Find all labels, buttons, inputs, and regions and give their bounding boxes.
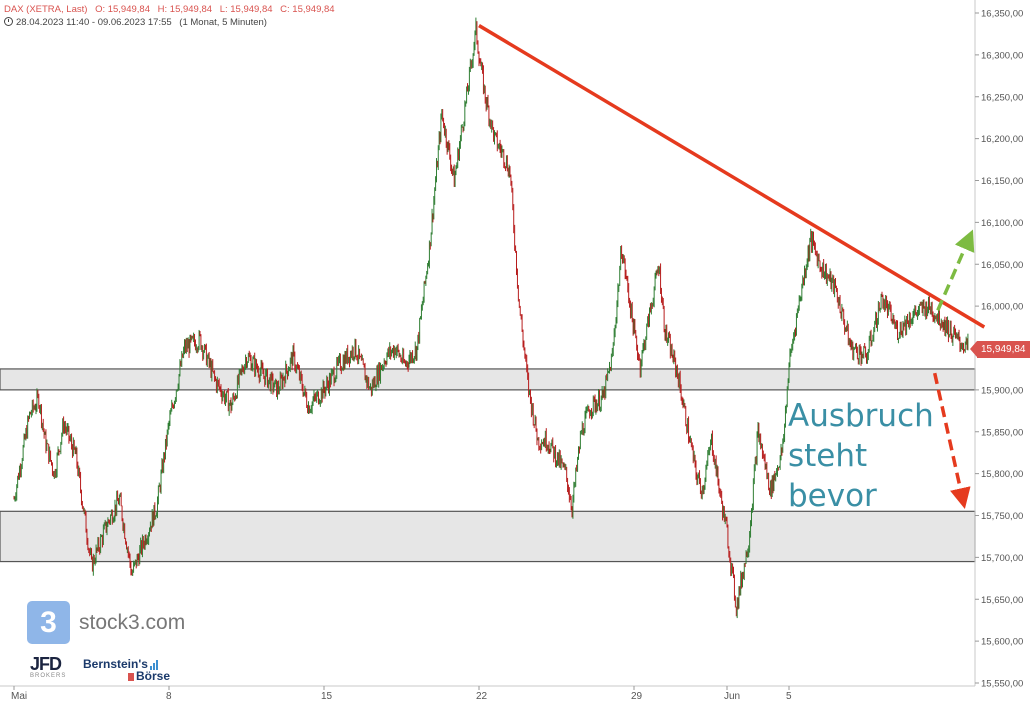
watermark-text: stock3.com <box>79 610 186 634</box>
bars-icon <box>149 658 159 670</box>
y-tick-label: 16,000,00 <box>981 302 1023 313</box>
stock3-watermark: 3 stock3.com <box>27 601 185 644</box>
stock3-logo-icon: 3 <box>27 601 70 644</box>
y-tick-label: 16,050,00 <box>981 260 1023 271</box>
zone-0 <box>0 368 976 391</box>
x-tick-label: Jun <box>724 691 740 702</box>
y-tick-label: 16,150,00 <box>981 176 1023 187</box>
clock-icon <box>4 17 13 26</box>
x-tick-label: Mai <box>11 691 27 702</box>
y-tick-label: 16,300,00 <box>981 50 1023 61</box>
resistance-trendline <box>478 24 986 329</box>
jfd-logo-text: JFD <box>30 654 62 674</box>
y-tick-label: 16,250,00 <box>981 92 1023 103</box>
y-tick-label: 15,800,00 <box>981 469 1023 480</box>
y-tick-label: 15,850,00 <box>981 427 1023 438</box>
x-tick-label: 5 <box>786 691 792 702</box>
x-tick-label: 22 <box>476 691 488 702</box>
y-tick-label: 15,600,00 <box>981 637 1023 648</box>
chart-range: 28.04.2023 11:40 - 09.06.2023 17:55 (1 M… <box>4 17 272 28</box>
annotation-text: Ausbruch steht bevor <box>788 396 934 516</box>
y-tick-label: 15,700,00 <box>981 553 1023 564</box>
x-tick-label: 29 <box>631 691 643 702</box>
low-value: L: 15,949,84 <box>219 4 273 15</box>
bernsteins-boerse-logo: Bernstein's Börse <box>83 658 170 682</box>
bearish-arrow <box>932 372 971 510</box>
date-range: 28.04.2023 11:40 - 09.06.2023 17:55 <box>16 17 172 28</box>
jfd-logo: JFD BROKERS <box>30 655 66 679</box>
y-tick-label: 15,750,00 <box>981 511 1023 522</box>
y-tick-label: 16,350,00 <box>981 9 1023 20</box>
y-tick-label: 15,900,00 <box>981 385 1023 396</box>
y-tick-label: 16,200,00 <box>981 134 1023 145</box>
bullish-arrow <box>936 229 975 312</box>
y-tick-label: 15,550,00 <box>981 679 1023 690</box>
x-tick-label: 8 <box>166 691 172 702</box>
t-icon <box>128 673 134 681</box>
y-tick-label: 15,650,00 <box>981 595 1023 606</box>
bernstein-text: Bernstein's <box>83 657 148 671</box>
x-tick-label: 15 <box>321 691 333 702</box>
annotation-line-3: bevor <box>788 478 877 514</box>
last-price-tag: 15,949,84 <box>970 341 1030 358</box>
close-value: C: 15,949,84 <box>280 4 335 15</box>
jfd-logo-sub: BROKERS <box>30 673 67 679</box>
y-tick-label: 16,100,00 <box>981 218 1023 229</box>
symbol-label: DAX (XETRA, Last) <box>4 4 88 15</box>
annotation-line-1: Ausbruch <box>788 398 934 434</box>
annotation-line-2: steht <box>788 438 868 474</box>
chart-period: (1 Monat, 5 Minuten) <box>179 17 267 28</box>
zone-1 <box>0 510 976 563</box>
boerse-text: Börse <box>136 669 171 683</box>
open-value: O: 15,949,84 <box>95 4 150 15</box>
chart-header: DAX (XETRA, Last) O: 15,949,84 H: 15,949… <box>4 4 340 15</box>
high-value: H: 15,949,84 <box>157 4 213 15</box>
